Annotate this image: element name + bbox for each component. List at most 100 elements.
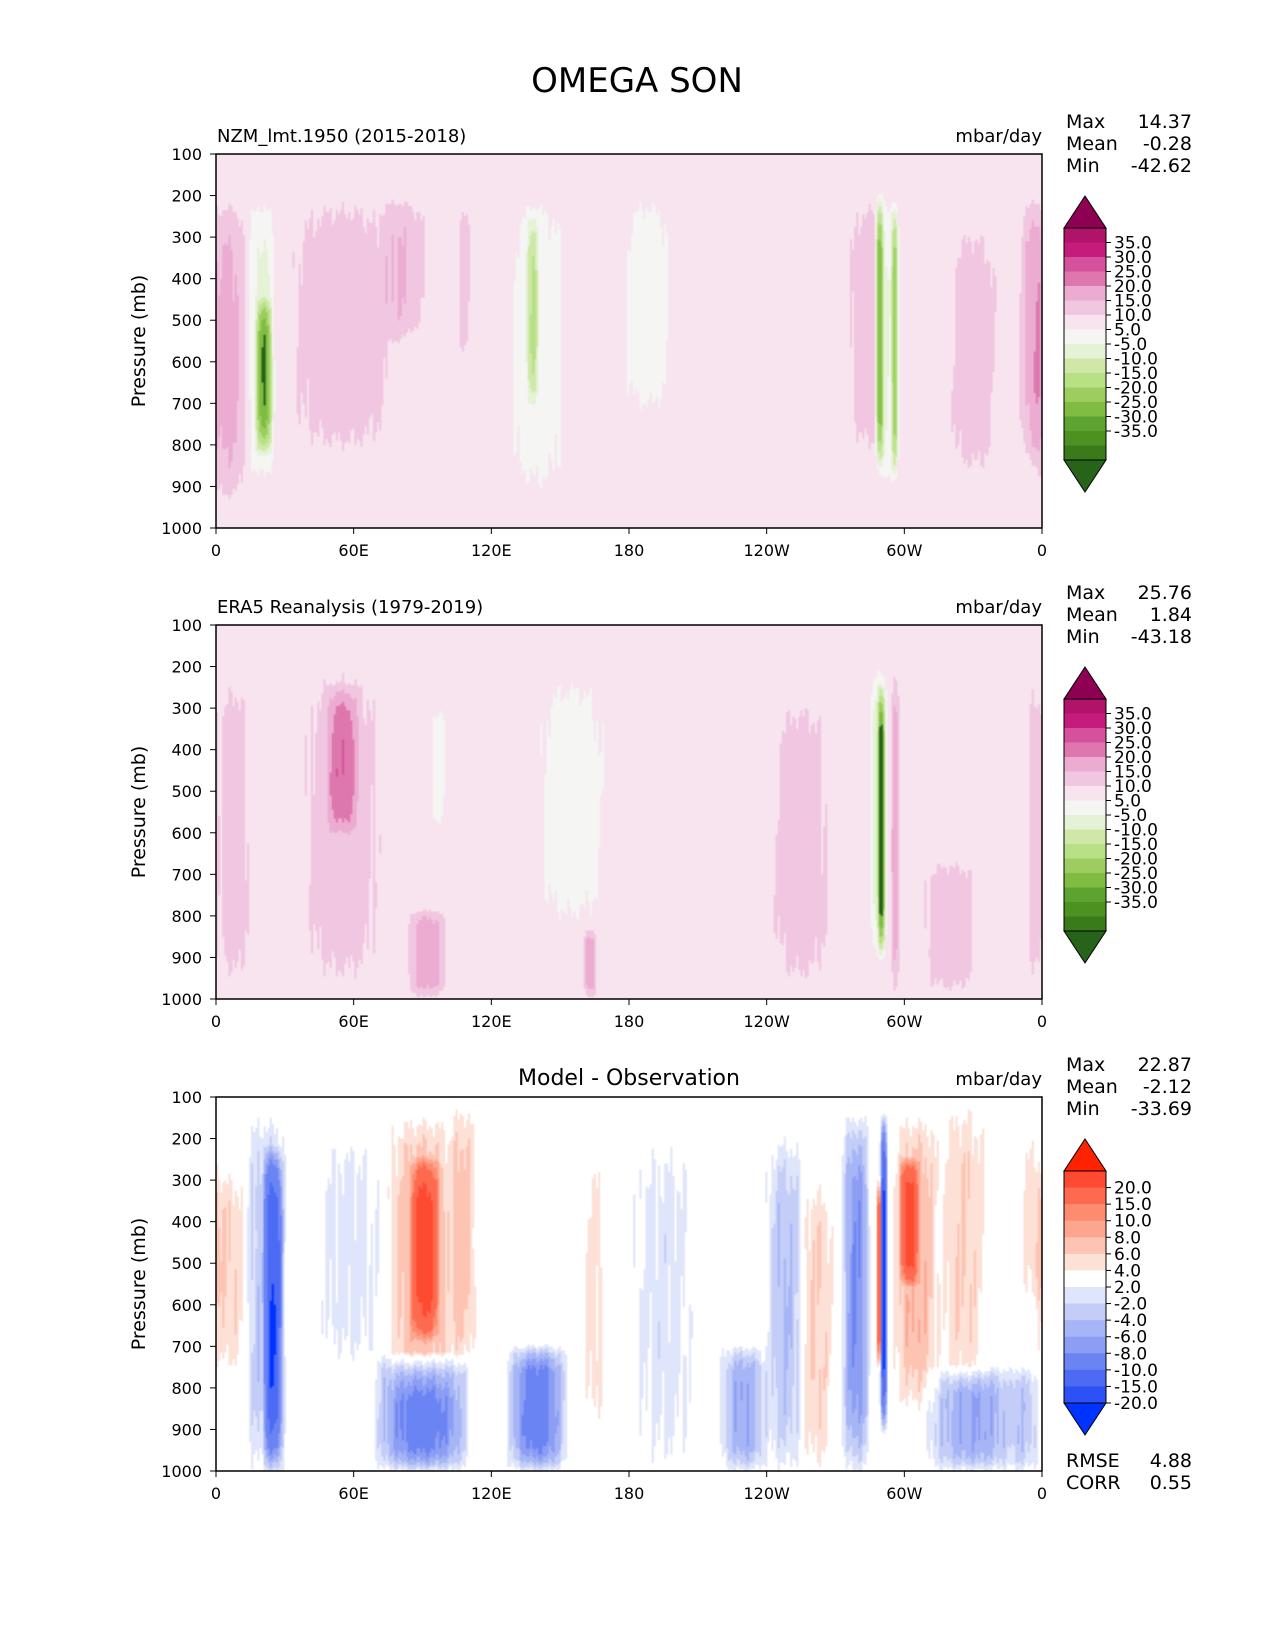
colorbar-swatch: [1064, 329, 1106, 345]
panel-model: NZM_lmt.1950 (2015-2018) mbar/day Pressure…: [128, 111, 1192, 560]
colorbar: 35.030.025.020.015.010.05.0-5.0-10.0-15.…: [1063, 195, 1158, 493]
colorbar-swatch: [1064, 315, 1106, 331]
x-tick-label: 60W: [886, 1484, 922, 1503]
contour-field: [216, 154, 1042, 528]
colorbar-swatch: [1064, 1187, 1106, 1205]
colorbar-swatch: [1064, 713, 1106, 729]
colorbar-swatch: [1064, 858, 1106, 874]
colorbar-swatch: [1064, 358, 1106, 374]
colorbar-swatch: [1064, 786, 1106, 802]
x-tick-label: 0: [211, 1012, 221, 1031]
y-tick-label: 400: [171, 741, 202, 760]
colorbar-swatch: [1064, 1369, 1106, 1388]
stat-label: Max: [1066, 111, 1105, 133]
x-tick-label: 120W: [743, 1484, 790, 1503]
colorbar-label: 35.0: [1114, 234, 1152, 254]
stat-label: Mean: [1066, 604, 1118, 626]
colorbar-swatch: [1064, 387, 1106, 403]
colorbar-label: 35.0: [1114, 705, 1152, 725]
colorbar-swatch: [1064, 431, 1106, 447]
x-tick-label: 180: [614, 541, 645, 560]
colorbar-swatch: [1064, 344, 1106, 360]
stat-label: Max: [1066, 1054, 1105, 1076]
colorbar-swatch: [1064, 1253, 1106, 1272]
x-tick-label: 120W: [743, 541, 790, 560]
contour-field: [216, 625, 1042, 999]
x-tick-label: 0: [211, 541, 221, 560]
stat-value: -33.69: [1131, 1098, 1192, 1120]
colorbar-label: -6.0: [1114, 1328, 1147, 1348]
colorbar-label: 4.0: [1114, 1261, 1141, 1281]
colorbar-label: 8.0: [1114, 1228, 1141, 1248]
stat-label: Mean: [1066, 133, 1118, 155]
colorbar-label: 10.0: [1114, 306, 1152, 326]
colorbar-swatch: [1064, 1303, 1106, 1321]
colorbar-label: -2.0: [1114, 1295, 1147, 1315]
stat-label: Min: [1066, 626, 1100, 648]
colorbar-swatch: [1064, 1204, 1106, 1222]
colorbar-extend-bottom: [1063, 930, 1107, 964]
x-tick-label: 120E: [471, 541, 512, 560]
y-axis-label: Pressure (mb): [128, 746, 150, 879]
y-tick-label: 500: [171, 1254, 202, 1273]
panel-title: Model - Observation: [518, 1066, 740, 1091]
panel-observation: ERA5 Reanalysis (1979-2019) mbar/day Press…: [128, 582, 1192, 1031]
y-tick-label: 600: [171, 824, 202, 843]
colorbar-swatch: [1064, 728, 1106, 744]
colorbar-swatch: [1064, 1287, 1106, 1305]
y-axis-label: Pressure (mb): [128, 275, 150, 408]
y-tick-label: 900: [171, 1420, 202, 1439]
stat-value: 25.76: [1138, 582, 1192, 604]
colorbar-label: 25.0: [1114, 263, 1152, 283]
colorbar-label: 20.0: [1114, 748, 1152, 768]
colorbar-label: 2.0: [1114, 1278, 1141, 1298]
y-tick-label: 300: [171, 1171, 202, 1190]
stat-value: 14.37: [1138, 111, 1192, 133]
colorbar-swatch: [1064, 742, 1106, 758]
y-tick-label: 800: [171, 1379, 202, 1398]
y-tick-label: 500: [171, 311, 202, 330]
panel-difference: Model - Observation mbar/day Pressure (mb)…: [128, 1054, 1192, 1503]
contour-field: [216, 1097, 1042, 1471]
stat-value: -42.62: [1131, 155, 1192, 177]
colorbar-extend-top: [1063, 666, 1107, 700]
stat-value: 22.87: [1138, 1054, 1192, 1076]
colorbar-label: 10.0: [1114, 777, 1152, 797]
colorbar-swatch: [1064, 873, 1106, 889]
y-tick-label: 200: [171, 1130, 202, 1149]
colorbar-label: 15.0: [1114, 292, 1152, 312]
stat-label: Max: [1066, 582, 1105, 604]
colorbar-swatch: [1064, 916, 1106, 932]
colorbar-swatch: [1064, 887, 1106, 903]
units-label: mbar/day: [955, 597, 1042, 618]
stat-value: -43.18: [1131, 626, 1192, 648]
colorbar-extend-top: [1063, 1138, 1107, 1172]
colorbar-label: -10.0: [1114, 1361, 1158, 1381]
x-tick-label: 120W: [743, 1012, 790, 1031]
stat-label: Min: [1066, 155, 1100, 177]
x-tick-label: 120E: [471, 1012, 512, 1031]
colorbar-label: -35.0: [1114, 893, 1158, 913]
colorbar-label: 30.0: [1114, 248, 1152, 268]
x-tick-label: 120E: [471, 1484, 512, 1503]
colorbar-label: -4.0: [1114, 1311, 1147, 1331]
colorbar-label: -10.0: [1114, 350, 1158, 370]
colorbar-label: 20.0: [1114, 277, 1152, 297]
colorbar-label: 5.0: [1114, 792, 1141, 812]
colorbar-swatch: [1064, 286, 1106, 302]
y-tick-label: 900: [171, 477, 202, 496]
colorbar-label: 5.0: [1114, 321, 1141, 341]
y-tick-label: 1000: [161, 1462, 202, 1481]
y-tick-label: 600: [171, 353, 202, 372]
colorbar-label: 15.0: [1114, 1195, 1152, 1215]
y-tick-label: 100: [171, 1088, 202, 1107]
x-tick-label: 180: [614, 1012, 645, 1031]
colorbar-label: -15.0: [1114, 1377, 1158, 1397]
x-tick-label: 60E: [338, 1484, 368, 1503]
colorbar-swatch: [1064, 800, 1106, 816]
x-tick-label: 60W: [886, 541, 922, 560]
y-tick-label: 700: [171, 394, 202, 413]
colorbar-swatch: [1064, 257, 1106, 273]
y-tick-label: 700: [171, 1337, 202, 1356]
